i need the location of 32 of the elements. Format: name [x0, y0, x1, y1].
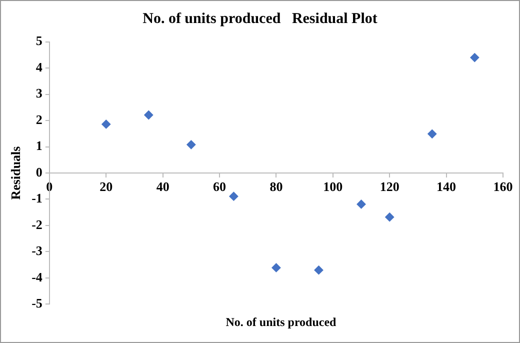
point — [385, 212, 394, 222]
point — [428, 129, 437, 138]
point — [102, 120, 111, 129]
point — [229, 192, 238, 201]
y-tick-label: -1 — [32, 190, 42, 206]
y-tick-label: -3 — [32, 243, 43, 258]
y-tick-label: 4 — [36, 59, 43, 74]
y-tick-label: 0 — [36, 164, 42, 180]
y-tick-label: -2 — [32, 216, 42, 232]
point — [356, 200, 366, 209]
x-tick-label: 20 — [100, 179, 113, 194]
x-tick-label: 80 — [270, 179, 283, 194]
x-tick-label: 160 — [493, 179, 513, 194]
point — [470, 53, 480, 62]
point — [272, 263, 281, 272]
y-tick-label: -5 — [32, 296, 43, 311]
point — [186, 140, 196, 150]
point — [314, 266, 324, 275]
x-tick-label: 100 — [323, 179, 343, 194]
x-tick-label: 60 — [213, 179, 226, 194]
y-tick-label: 2 — [36, 112, 42, 127]
point — [144, 110, 154, 120]
x-tick-label: 140 — [436, 179, 456, 194]
y-tick-label: 1 — [36, 138, 42, 154]
x-axis-title: No. of units produced — [224, 315, 338, 330]
x-tick-label: 120 — [380, 179, 400, 194]
x-tick-label: 40 — [156, 179, 170, 194]
y-axis-title: Residuals — [8, 146, 24, 200]
chart-title: No. of units produced Residual Plot — [142, 11, 378, 28]
y-tick-label: 5 — [36, 33, 43, 48]
y-tick-label: 3 — [36, 86, 43, 101]
y-tick-label: -4 — [32, 269, 43, 284]
